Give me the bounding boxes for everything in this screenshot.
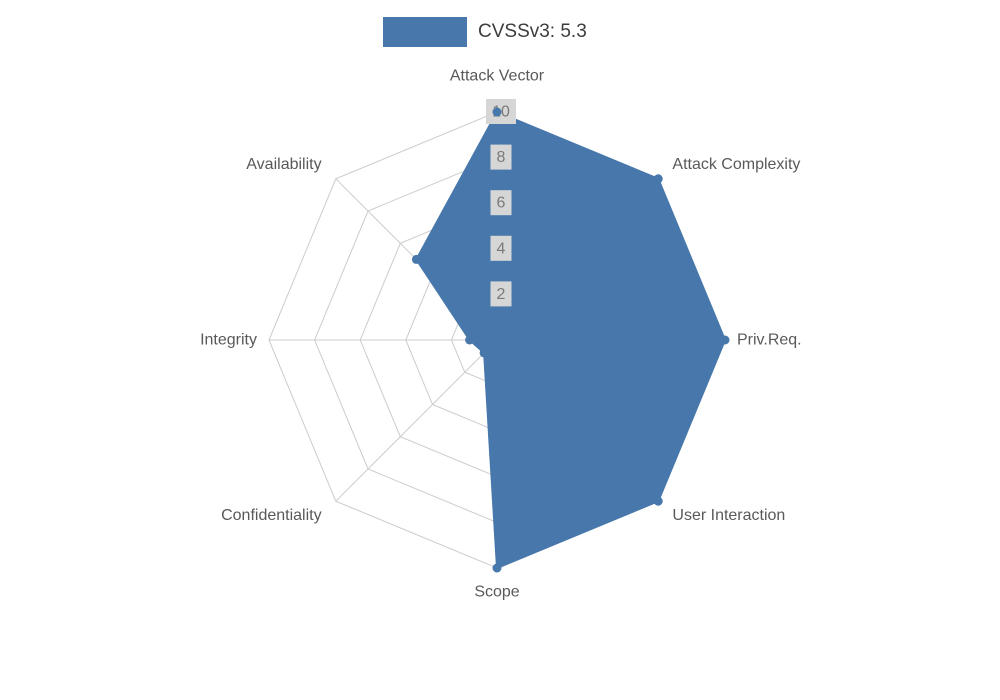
legend-swatch [383,17,467,47]
radar-vertex-dot [653,174,663,184]
axis-label-scope: Scope [474,584,519,601]
radial-tick-label: 8 [497,149,506,166]
radar-spoke [335,339,498,502]
radar-vertex-dot [492,563,502,573]
axis-label-user-interaction: User Interaction [672,507,785,524]
radial-tick-label: 2 [497,286,506,303]
legend-label: CVSSv3: 5.3 [478,21,587,42]
axis-label-availability: Availability [246,156,321,173]
radial-tick-label: 6 [497,195,506,212]
radial-tick-box [490,281,512,307]
axis-label-integrity: Integrity [200,332,257,349]
radar-vertex-dot [653,496,663,506]
radial-tick-box [490,144,512,170]
radar-vertex-dot [465,335,475,345]
radar-vertex-dot [411,254,421,264]
radial-tick-box [490,190,512,216]
axis-label-priv-req: Priv.Req. [737,332,802,349]
axis-label-attack-vector: Attack Vector [450,68,545,85]
radial-tick-box [490,235,512,261]
axis-label-attack-complexity: Attack Complexity [672,156,800,173]
axis-label-confidentiality: Confidentiality [221,507,322,524]
radar-vertex-dot [479,348,489,358]
radar-vertex-dot [720,335,730,345]
radial-tick-label: 4 [497,240,506,257]
radar-vertex-dot [492,107,502,117]
legend: CVSSv3: 5.3 [383,17,587,47]
